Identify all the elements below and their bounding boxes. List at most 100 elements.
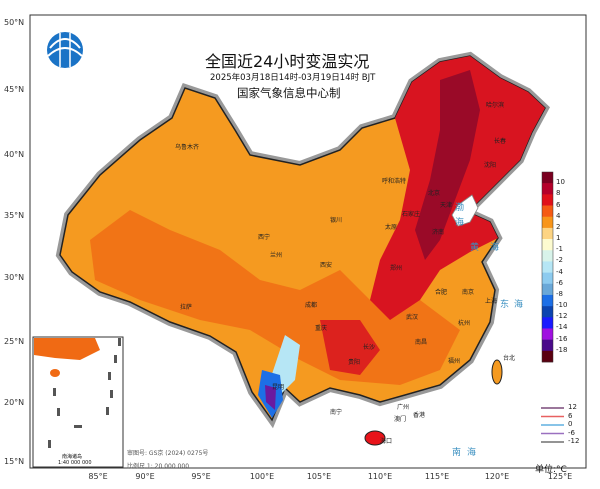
city-label: 天津 [440,202,453,209]
colorbar-label: -12 [556,312,568,321]
contour-legend-label: 6 [568,411,573,420]
colorbar-swatch [542,272,553,285]
colorbar-swatch [542,183,553,195]
colorbar [542,172,553,363]
colorbar-swatch [542,216,553,229]
city-label: 成都 [305,302,318,309]
colorbar-label: -14 [556,323,568,332]
map-scale: 比例尺 1: 20 000 000 [127,463,190,470]
latitude-label: 35°N [4,211,25,220]
colorbar-label: -18 [556,345,568,354]
city-label: 海口 [380,438,393,445]
bohai-sea [451,194,479,227]
city-label: 杭州 [458,320,471,327]
contour-legend-label: 12 [568,403,577,411]
sea-label: 海 [455,218,465,228]
city-label: 济南 [432,229,445,236]
sea-label: 黄 [470,243,480,253]
cma-logo [47,32,83,68]
inset-scale: 1:40 000 000 [58,460,92,466]
colorbar-label: -8 [556,289,563,298]
city-label: 西安 [320,262,333,269]
city-label: 哈尔滨 [486,102,505,109]
inset-hainan [50,369,60,377]
time-range: 2025年03月18日14时-03月19日14时 BJT [210,73,376,83]
city-label: 太原 [385,224,398,231]
city-label: 重庆 [315,325,328,332]
city-label: 南宁 [330,409,343,416]
map-title: 全国近24小时变温实况 [205,52,370,71]
colorbar-swatch [542,172,553,184]
colorbar-swatch [542,205,553,218]
colorbar-swatch [542,306,553,318]
longitude-label: 90°E [135,472,155,481]
city-label: 武汉 [406,314,419,321]
sea-label: 南 [452,448,462,458]
map-approval-number: 审图号: GS京 (2024) 0275号 [127,450,209,457]
city-label: 福州 [448,358,461,365]
colorbar-swatch [542,317,553,329]
longitude-label: 110°E [367,472,393,481]
city-label: 石家庄 [402,211,421,218]
city-label: 乌鲁木齐 [175,144,200,151]
latitude-label: 45°N [4,85,25,94]
inset-mainland [34,338,100,360]
colorbar-swatch [542,250,553,262]
sea-label: 海 [490,243,500,253]
taiwan-island [491,359,503,385]
colorbar-frame [541,171,554,363]
city-label: 呼和浩特 [382,178,407,185]
city-label: 西宁 [258,234,271,241]
colorbar-swatch [542,339,553,352]
colorbar-label: 10 [556,178,565,187]
colorbar-swatch [542,194,553,206]
contour-legend-label: 0 [568,420,573,428]
city-label: 广州 [397,404,410,411]
colorbar-label: 8 [556,189,561,198]
sea-label: 海 [467,448,477,458]
contour-legend [541,407,564,443]
city-label: 沈阳 [484,162,497,169]
latitude-label: 40°N [4,150,25,159]
nine-dash-line [48,338,121,448]
colorbar-label: -4 [556,267,563,276]
city-label: 银川 [330,217,343,224]
longitude-label: 105°E [306,472,332,481]
city-label: 长春 [494,138,507,145]
latitude-label: 30°N [4,273,25,282]
latitude-label: 25°N [4,337,25,346]
colorbar-label: 2 [556,222,561,231]
city-label: 兰州 [270,252,283,259]
city-label: 昆明 [272,384,285,391]
colorbar-label: 1 [556,234,561,243]
latitude-label: 15°N [4,457,25,466]
colorbar-swatch [542,328,553,340]
longitude-label: 120°E [484,472,510,481]
city-label: 上海 [485,298,498,305]
city-label: 拉萨 [180,304,193,311]
city-label: 香港 [413,412,426,419]
city-label: 澳门 [394,416,407,423]
cooling-region-purple [265,385,276,410]
city-label: 南京 [462,289,475,296]
contour-legend-label: -12 [568,437,580,445]
sea-label: 渤 [455,203,465,213]
contour-legend-label: -6 [568,428,575,437]
latitude-label: 20°N [4,398,25,407]
colorbar-swatch [542,283,553,296]
colorbar-label: 6 [556,200,561,209]
longitude-label: 95°E [191,472,211,481]
longitude-label: 85°E [88,472,108,481]
inset-title: 南海诸岛 [62,454,83,460]
longitude-label: 125°E [547,472,573,481]
colorbar-label: -16 [556,334,568,343]
colorbar-swatch [542,239,553,251]
sea-label: 东 [500,300,510,310]
city-label: 北京 [428,190,441,197]
colorbar-label: -10 [556,301,568,310]
sea-label: 海 [514,300,524,310]
colorbar-swatch [542,261,553,273]
colorbar-label: 4 [556,211,561,220]
